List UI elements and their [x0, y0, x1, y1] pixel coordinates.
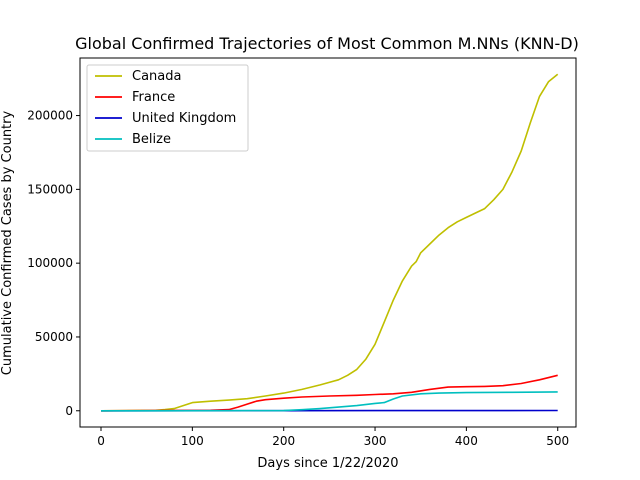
legend-label-1: France — [132, 90, 175, 105]
y-tick-label: 50000 — [35, 330, 73, 344]
chart-title: Global Confirmed Trajectories of Most Co… — [75, 34, 579, 53]
y-tick-label: 100000 — [27, 256, 73, 270]
y-tick-label: 200000 — [27, 109, 73, 123]
y-axis-label: Cumulative Confirmed Cases by Country — [0, 111, 15, 376]
x-tick-label: 400 — [455, 434, 478, 448]
x-tick-label: 200 — [272, 434, 295, 448]
y-axis: 0 50000 100000 150000 200000 — [27, 109, 80, 418]
series-line-3 — [100, 391, 558, 412]
y-tick-label: 150000 — [27, 182, 73, 196]
plot-lines — [100, 73, 559, 412]
legend-label-3: Belize — [132, 132, 171, 147]
x-axis: 0 100 200 300 400 500 — [97, 427, 569, 448]
x-tick-label: 0 — [97, 434, 105, 448]
legend-label-0: Canada — [132, 69, 181, 84]
legend-box — [86, 64, 249, 152]
series-line-1 — [100, 374, 558, 412]
x-tick-label: 300 — [364, 434, 387, 448]
x-tick-label: 100 — [181, 434, 204, 448]
x-axis-label: Days since 1/22/2020 — [257, 456, 398, 471]
legend: Canada France United Kingdom Belize — [86, 64, 249, 152]
series-line-0 — [100, 73, 559, 412]
legend-label-2: United Kingdom — [132, 111, 236, 126]
plot-area-frame — [79, 57, 577, 428]
y-tick-label: 0 — [65, 404, 73, 418]
x-tick-label: 500 — [546, 434, 569, 448]
